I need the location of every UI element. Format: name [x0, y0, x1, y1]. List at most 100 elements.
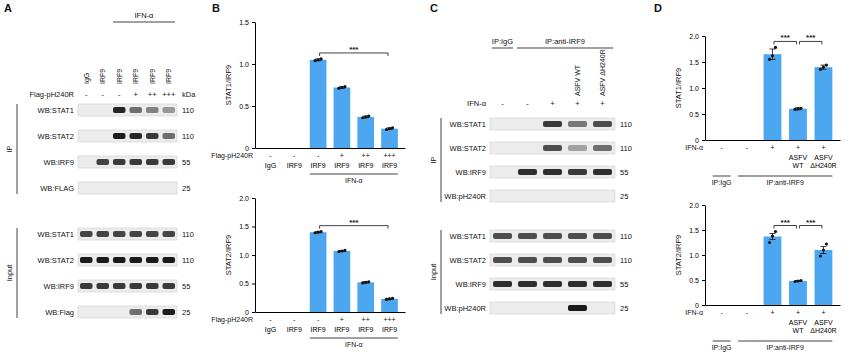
- bracket: [319, 53, 320, 56]
- blot-strip: [78, 182, 177, 194]
- replicate-dot: [822, 248, 825, 251]
- replicate-dot: [364, 281, 367, 284]
- bar-chart: 00.51.01.52.0STAT2/IRF9IgGIRF9IRF9IRF9IR…: [211, 195, 405, 348]
- bar: [738, 305, 756, 306]
- blot-strip: [78, 228, 177, 240]
- tick-mark: [702, 62, 705, 63]
- band: [162, 283, 175, 289]
- bar: [357, 117, 374, 148]
- tick-label: ASFVΔH240R: [810, 154, 836, 169]
- band: [113, 159, 126, 165]
- sign: -: [85, 90, 88, 99]
- sign: +++: [162, 90, 176, 99]
- kda: 110: [182, 256, 194, 265]
- tick-label: IRF9: [382, 326, 397, 333]
- band: [568, 169, 587, 175]
- replicate-dot: [337, 250, 340, 253]
- tick-label: ASFVWT: [789, 154, 808, 169]
- lane-label: IRF9: [165, 69, 172, 84]
- kda: 25: [182, 184, 190, 193]
- sign: ++: [148, 90, 157, 99]
- band: [543, 305, 562, 311]
- group-line: [738, 341, 832, 342]
- row-label: Flag-pH240R: [211, 316, 253, 324]
- bar: [334, 251, 351, 312]
- replicate-dot: [388, 297, 391, 300]
- x-tick: IRF9: [358, 148, 373, 169]
- band: [162, 185, 175, 191]
- significance-label: ***: [806, 218, 816, 227]
- tick-mark: [252, 106, 255, 107]
- band: [80, 231, 93, 237]
- band: [543, 233, 562, 239]
- kda: 55: [620, 168, 628, 177]
- kda: 55: [182, 282, 190, 291]
- bracket: [796, 226, 797, 229]
- tick-mark: [702, 230, 705, 231]
- replicate-dot: [391, 126, 394, 129]
- band: [113, 185, 126, 191]
- x-tick: IRF9: [311, 312, 326, 333]
- blot-strip: [490, 190, 615, 202]
- replicate-dot: [319, 57, 322, 60]
- figure: ABCDIFN-αIgGIRF9IRF9IRF9IRF9IRF9Flag-pH2…: [0, 0, 865, 362]
- kda: 25: [620, 304, 628, 313]
- band: [518, 121, 537, 127]
- bar: [262, 148, 279, 149]
- tick-mark: [702, 280, 705, 281]
- tick-mark: [702, 140, 705, 141]
- tick-mark: [702, 114, 705, 115]
- band: [568, 281, 587, 287]
- band: [593, 193, 612, 199]
- bar-chart: 00.51.01.52.0STAT1/IRF9ASFVWTASFVΔH240R*…: [674, 33, 841, 187]
- replicate-dot: [768, 58, 771, 61]
- replicate-dot: [313, 59, 316, 62]
- bar: [334, 88, 351, 148]
- tick-label: IRF9: [311, 162, 326, 169]
- band: [113, 283, 126, 289]
- error-bar: [770, 234, 776, 240]
- error-bar: [820, 247, 826, 254]
- group-line: [310, 338, 398, 339]
- blot-strip: [78, 130, 177, 142]
- y-tick: 0.5: [689, 111, 705, 118]
- replicate-dot: [796, 279, 799, 282]
- blot-strip: [490, 142, 615, 154]
- error-cap: [820, 253, 826, 254]
- tick-mark: [252, 64, 255, 65]
- band: [129, 283, 142, 289]
- lane-label: IgG: [83, 73, 91, 84]
- band: [493, 145, 512, 151]
- tick-mark: [702, 36, 705, 37]
- replicate-dot: [367, 280, 370, 283]
- kda: 110: [182, 106, 194, 115]
- band: [80, 185, 93, 191]
- row-label: IFN-α: [467, 99, 487, 108]
- band: [113, 309, 126, 315]
- bar: [764, 237, 782, 306]
- replicate-dot: [825, 64, 828, 67]
- panel-letter: D: [654, 2, 662, 14]
- row-label: WB:STAT1: [450, 232, 486, 241]
- tick-label: 1.5: [239, 19, 249, 26]
- x-tick: ASFVΔH240R: [810, 140, 836, 169]
- plot-marks: [764, 46, 833, 140]
- band: [518, 233, 537, 239]
- tick-mark: [252, 22, 255, 23]
- band: [96, 159, 109, 165]
- section-bracket: [441, 118, 442, 202]
- x-tick: ASFVWT: [789, 305, 808, 334]
- bar: [286, 148, 303, 149]
- axis-title: STAT2/IRF9: [224, 235, 233, 276]
- tick-mark: [702, 88, 705, 89]
- sign: +: [134, 90, 139, 99]
- band: [146, 231, 159, 237]
- band: [80, 283, 93, 289]
- blot-panel: IP:IgGIP:anti-IRF9ASFV WTASFV ΔH240RIFN-…: [429, 37, 632, 314]
- replicate-dot: [793, 108, 796, 111]
- replicate-dot: [340, 249, 343, 252]
- plot-marks: [310, 57, 398, 148]
- sign: ++: [362, 152, 370, 159]
- band: [96, 257, 109, 263]
- x-tick: IRF9: [287, 312, 302, 333]
